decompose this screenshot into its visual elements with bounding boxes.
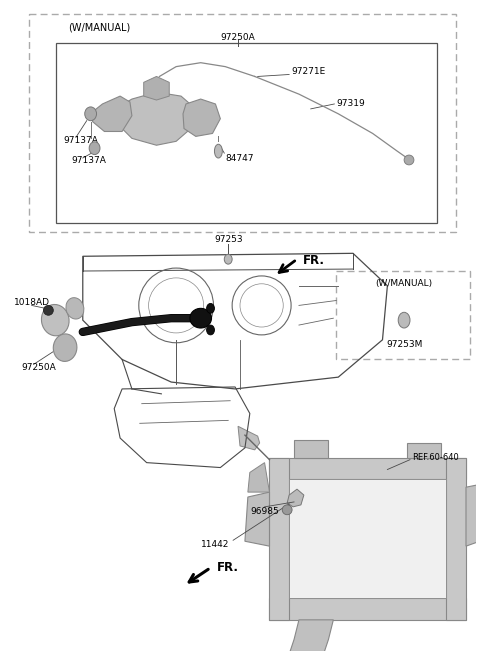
Bar — [269, 458, 289, 620]
Ellipse shape — [224, 254, 232, 264]
Ellipse shape — [66, 298, 84, 319]
Text: REF.60-640: REF.60-640 — [412, 453, 459, 463]
Ellipse shape — [41, 304, 69, 336]
Text: FR.: FR. — [303, 254, 325, 267]
Bar — [336, 271, 470, 359]
Text: (W/MANUAL): (W/MANUAL) — [68, 22, 130, 32]
Ellipse shape — [206, 304, 215, 313]
Ellipse shape — [190, 308, 212, 328]
Text: 1018AD: 1018AD — [14, 298, 50, 307]
Text: (W/MANUAL): (W/MANUAL) — [375, 279, 432, 288]
Text: 97137A: 97137A — [71, 156, 106, 166]
Bar — [269, 458, 466, 480]
Ellipse shape — [206, 325, 215, 335]
Ellipse shape — [85, 107, 96, 121]
Text: 97271E: 97271E — [291, 67, 325, 76]
Text: 84747: 84747 — [225, 154, 254, 162]
Text: 11442: 11442 — [201, 539, 229, 549]
Text: 97137A: 97137A — [63, 136, 98, 145]
Ellipse shape — [215, 145, 222, 158]
Text: 97250A: 97250A — [221, 33, 255, 41]
Polygon shape — [466, 482, 480, 546]
Polygon shape — [117, 92, 196, 145]
Circle shape — [44, 306, 53, 315]
Ellipse shape — [53, 334, 77, 361]
Polygon shape — [144, 76, 169, 100]
Bar — [56, 43, 436, 223]
Polygon shape — [407, 443, 442, 458]
Circle shape — [404, 155, 414, 165]
Bar — [269, 599, 466, 620]
Bar — [289, 480, 446, 599]
Text: 97253: 97253 — [214, 235, 242, 244]
Text: 97253M: 97253M — [386, 340, 422, 350]
Bar — [446, 458, 466, 620]
Text: FR.: FR. — [216, 561, 239, 574]
Polygon shape — [183, 99, 220, 137]
Circle shape — [282, 505, 292, 514]
Ellipse shape — [398, 312, 410, 328]
Polygon shape — [245, 492, 269, 546]
Polygon shape — [287, 489, 304, 507]
Polygon shape — [93, 96, 132, 131]
Bar — [29, 14, 456, 232]
Text: 96985: 96985 — [250, 507, 279, 516]
Text: 97319: 97319 — [336, 99, 365, 108]
Polygon shape — [289, 620, 333, 657]
Polygon shape — [238, 426, 260, 450]
Polygon shape — [294, 440, 328, 458]
Ellipse shape — [89, 142, 100, 154]
Text: 97250A: 97250A — [22, 363, 57, 372]
Polygon shape — [248, 463, 269, 492]
